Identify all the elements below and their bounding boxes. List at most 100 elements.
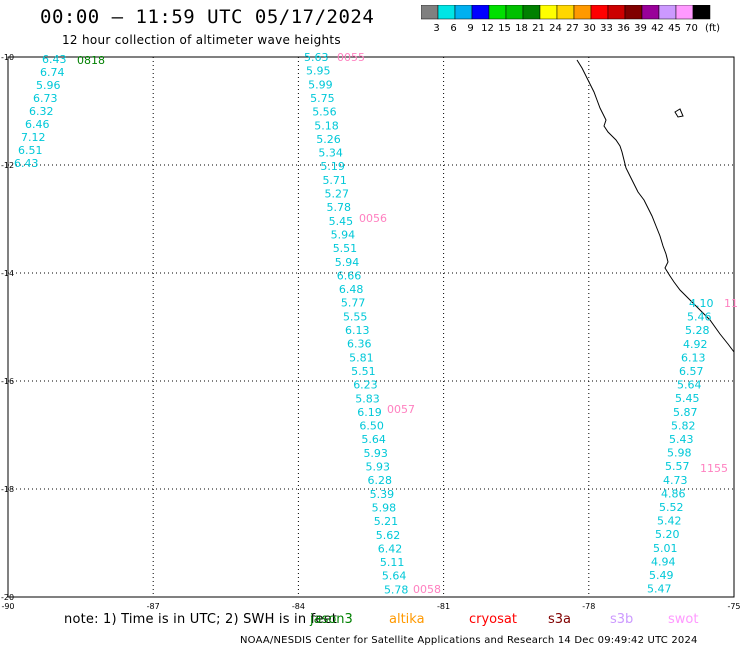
latitude-tick-label: -14 bbox=[1, 269, 14, 278]
longitude-tick-label: -90 bbox=[1, 602, 14, 611]
wave-height-value: 6.19 bbox=[357, 406, 382, 419]
coastline bbox=[576, 59, 735, 353]
wave-height-value: 6.28 bbox=[368, 474, 393, 487]
color-scale-label: 6 bbox=[450, 23, 456, 34]
wave-height-value: 6.74 bbox=[40, 66, 65, 79]
coastline-path bbox=[576, 59, 735, 353]
color-scale-label: 33 bbox=[600, 23, 613, 34]
wave-height-value: 5.63 bbox=[304, 51, 329, 64]
wave-height-value: 5.52 bbox=[659, 501, 684, 514]
wave-height-value: 5.87 bbox=[673, 406, 698, 419]
wave-height-value: 6.50 bbox=[359, 420, 384, 433]
color-scale-label: 42 bbox=[651, 23, 664, 34]
color-scale-label: 39 bbox=[634, 23, 647, 34]
wave-height-value: 6.23 bbox=[353, 379, 378, 392]
wave-height-value: 5.93 bbox=[366, 461, 391, 474]
color-scale-label: 18 bbox=[515, 23, 528, 34]
track-time-label: 0818 bbox=[77, 54, 105, 67]
map-title: 00:00 – 11:59 UTC 05/17/2024 bbox=[40, 6, 375, 28]
wave-height-value: 5.82 bbox=[671, 419, 696, 432]
altimeter-tracks: 6.436.745.966.736.326.467.126.516.430818… bbox=[14, 51, 738, 596]
wave-height-value: 4.92 bbox=[683, 338, 708, 351]
track-time-label: 11 bbox=[724, 297, 738, 310]
wave-height-value: 5.18 bbox=[314, 119, 339, 132]
wave-height-value: 6.43 bbox=[42, 53, 67, 66]
color-scale-label: 45 bbox=[668, 23, 681, 34]
longitude-tick-label: -78 bbox=[582, 602, 595, 611]
color-scale-label: 27 bbox=[566, 23, 579, 34]
map-subtitle: 12 hour collection of altimeter wave hei… bbox=[62, 33, 341, 47]
wave-height-value: 5.94 bbox=[331, 228, 356, 241]
wave-height-value: 5.83 bbox=[355, 392, 380, 405]
color-scale-label: 36 bbox=[617, 23, 630, 34]
mission-label-s3b: s3b bbox=[610, 612, 634, 627]
wave-height-value: 5.62 bbox=[376, 529, 401, 542]
color-scale-legend: 3 6 9 12 15 18 21 24 27 30 33 36 39 42 45 70 (ft) bbox=[421, 5, 720, 34]
wave-height-value: 6.51 bbox=[18, 144, 43, 157]
wave-height-value: 5.51 bbox=[351, 365, 376, 378]
latitude-tick-label: -16 bbox=[1, 377, 14, 386]
wave-height-value: 6.48 bbox=[339, 283, 364, 296]
wave-height-value: 5.46 bbox=[687, 311, 712, 324]
wave-height-value: 5.49 bbox=[649, 569, 674, 582]
wave-height-value: 6.32 bbox=[29, 105, 54, 118]
color-scale-label: 21 bbox=[532, 23, 545, 34]
longitude-tick-label: -87 bbox=[147, 602, 160, 611]
wave-height-value: 5.64 bbox=[382, 570, 407, 583]
wave-height-value: 6.46 bbox=[25, 118, 50, 131]
wave-height-value: 6.57 bbox=[679, 365, 704, 378]
mission-label-cryosat: cryosat bbox=[469, 612, 517, 627]
wave-height-value: 5.51 bbox=[333, 242, 358, 255]
wave-height-value: 5.56 bbox=[312, 106, 337, 119]
wave-height-value: 5.98 bbox=[667, 447, 692, 460]
wave-height-value: 5.78 bbox=[384, 583, 409, 596]
wave-height-value: 5.96 bbox=[36, 79, 61, 92]
wave-height-value: 6.43 bbox=[14, 157, 39, 170]
wave-height-value: 5.26 bbox=[316, 133, 341, 146]
wave-height-value: 5.71 bbox=[322, 174, 347, 187]
wave-height-map: -90 -87 -84 -81 -78 -75 -10 -12 -14 -16 -18 -20 6.4… bbox=[1, 51, 740, 611]
color-swatch bbox=[692, 5, 711, 20]
color-scale-label: 30 bbox=[583, 23, 596, 34]
wave-height-value: 4.73 bbox=[663, 474, 688, 487]
wave-height-value: 7.12 bbox=[21, 131, 46, 144]
wave-height-value: 5.45 bbox=[675, 392, 700, 405]
wave-height-value: 5.78 bbox=[327, 201, 352, 214]
latitude-tick-label: -20 bbox=[1, 593, 14, 602]
wave-height-value: 6.13 bbox=[345, 324, 370, 337]
wave-height-value: 5.93 bbox=[363, 447, 388, 460]
latitude-tick-label: -12 bbox=[1, 161, 14, 170]
longitude-tick-label: -81 bbox=[437, 602, 450, 611]
wave-height-value: 5.43 bbox=[669, 433, 694, 446]
wave-height-value: 6.42 bbox=[378, 542, 403, 555]
wave-height-value: 6.13 bbox=[681, 351, 706, 364]
wave-height-value: 5.42 bbox=[657, 515, 682, 528]
color-scale-label: 15 bbox=[498, 23, 511, 34]
longitude-tick-label: -75 bbox=[727, 602, 740, 611]
credit-footer: NOAA/NESDIS Center for Satellite Applica… bbox=[240, 635, 698, 646]
track-time-label: 0058 bbox=[413, 583, 441, 596]
color-scale-label: 9 bbox=[467, 23, 473, 34]
wave-height-value: 5.64 bbox=[677, 379, 702, 392]
wave-height-value: 5.34 bbox=[318, 147, 343, 160]
wave-height-value: 5.21 bbox=[374, 515, 399, 528]
wave-height-value: 5.64 bbox=[361, 433, 386, 446]
wave-height-value: 5.55 bbox=[343, 310, 368, 323]
color-scale-label: 3 bbox=[433, 23, 439, 34]
map-frame bbox=[7, 56, 735, 598]
wave-height-value: 5.11 bbox=[380, 556, 405, 569]
footnote: note: 1) Time is in UTC; 2) SWH is in fe… bbox=[64, 612, 338, 627]
wave-height-value: 5.98 bbox=[372, 501, 397, 514]
color-scale-label: 24 bbox=[549, 23, 562, 34]
wave-height-value: 5.94 bbox=[335, 256, 360, 269]
island-outline bbox=[674, 108, 684, 118]
track-time-label: 0055 bbox=[337, 51, 365, 64]
wave-height-value: 4.86 bbox=[661, 487, 686, 500]
wave-height-value: 4.10 bbox=[689, 297, 714, 310]
mission-label-s3a: s3a bbox=[548, 612, 572, 627]
mission-label-jason3: jason3 bbox=[310, 612, 353, 627]
axis-tick-labels: -90 -87 -84 -81 -78 -75 -10 -12 -14 -16 -18 -20 bbox=[1, 53, 740, 611]
wave-height-value: 5.95 bbox=[306, 65, 331, 78]
wave-height-value: 6.66 bbox=[337, 269, 362, 282]
color-scale-label: 70 bbox=[685, 23, 698, 34]
